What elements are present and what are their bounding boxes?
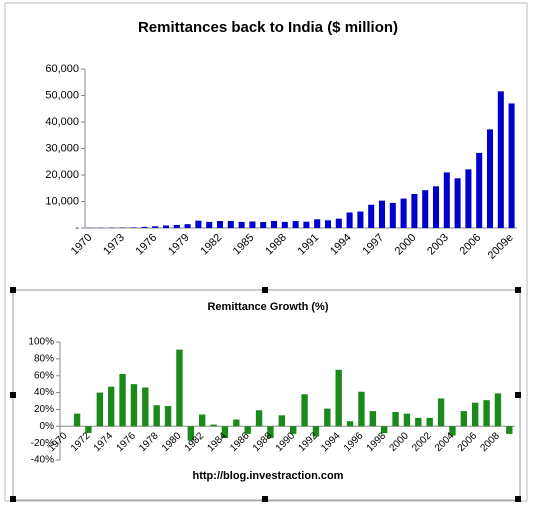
chart-title: Remittances back to India ($ million) (138, 19, 398, 36)
bar (199, 414, 205, 426)
bar (487, 129, 493, 228)
y-tick-label: 100% (28, 337, 54, 348)
bar (185, 224, 191, 228)
y-tick-label: 20,000 (45, 169, 79, 181)
y-tick-label: - (75, 222, 79, 234)
bar (141, 227, 147, 228)
bar (260, 222, 266, 228)
bar (256, 410, 262, 426)
bar (74, 414, 80, 427)
bar (472, 403, 478, 427)
bar (357, 212, 363, 228)
bar (347, 212, 353, 228)
bar (509, 103, 515, 228)
y-tick-label: 20% (34, 404, 54, 415)
bar (401, 199, 407, 228)
bar (476, 153, 482, 228)
bar (249, 221, 255, 228)
bar (233, 420, 239, 427)
bar (438, 398, 444, 426)
bar (461, 411, 467, 426)
bar (303, 222, 309, 228)
bar (358, 392, 364, 427)
bar (444, 172, 450, 228)
bar (165, 406, 171, 426)
bar (119, 374, 125, 426)
annotation: http://blog.investraction.com (193, 470, 344, 482)
bar (210, 425, 216, 427)
bar (163, 226, 169, 228)
bar (427, 418, 433, 426)
bar (336, 219, 342, 228)
bar (301, 394, 307, 426)
bar (483, 400, 489, 426)
bottom-frame (13, 290, 520, 500)
bar (142, 388, 148, 427)
y-tick-label: 0% (40, 421, 55, 432)
bar (206, 222, 212, 228)
y-tick-label: 60,000 (45, 63, 79, 75)
bar (368, 205, 374, 228)
bar (506, 426, 512, 434)
bar (455, 178, 461, 228)
bar (152, 226, 158, 228)
bar (433, 186, 439, 228)
bar (176, 350, 182, 427)
bar (293, 221, 299, 228)
bar (390, 203, 396, 228)
bar (381, 426, 387, 433)
y-tick-label: 80% (34, 353, 54, 364)
bar (282, 222, 288, 228)
bar (279, 415, 285, 426)
chart-title: Remittance Growth (%) (207, 301, 328, 313)
y-tick-label: 10,000 (45, 195, 79, 207)
y-tick-label: 50,000 (45, 89, 79, 101)
bar (325, 220, 331, 228)
bar (174, 225, 180, 228)
bar (404, 414, 410, 427)
y-tick-label: 40% (34, 387, 54, 398)
y-tick-label: 40,000 (45, 116, 79, 128)
bar (131, 384, 137, 426)
bar (131, 227, 137, 228)
bar (495, 393, 501, 426)
bar (154, 405, 160, 426)
y-tick-label: -40% (31, 455, 54, 466)
bar (411, 194, 417, 228)
bar (228, 221, 234, 228)
bar (465, 169, 471, 228)
bar (370, 411, 376, 426)
bar (97, 393, 103, 427)
bar (415, 418, 421, 426)
bar (271, 221, 277, 228)
bar (239, 222, 245, 228)
bar (314, 219, 320, 228)
bar (336, 370, 342, 426)
bar (324, 409, 330, 427)
bar (422, 190, 428, 228)
bar (217, 221, 223, 228)
bar (379, 201, 385, 228)
y-tick-label: 60% (34, 370, 54, 381)
bar (85, 426, 91, 433)
bar (108, 387, 114, 427)
bar (392, 412, 398, 426)
bar (347, 421, 353, 426)
bar (195, 221, 201, 228)
y-tick-label: 30,000 (45, 142, 79, 154)
bar (498, 91, 504, 228)
